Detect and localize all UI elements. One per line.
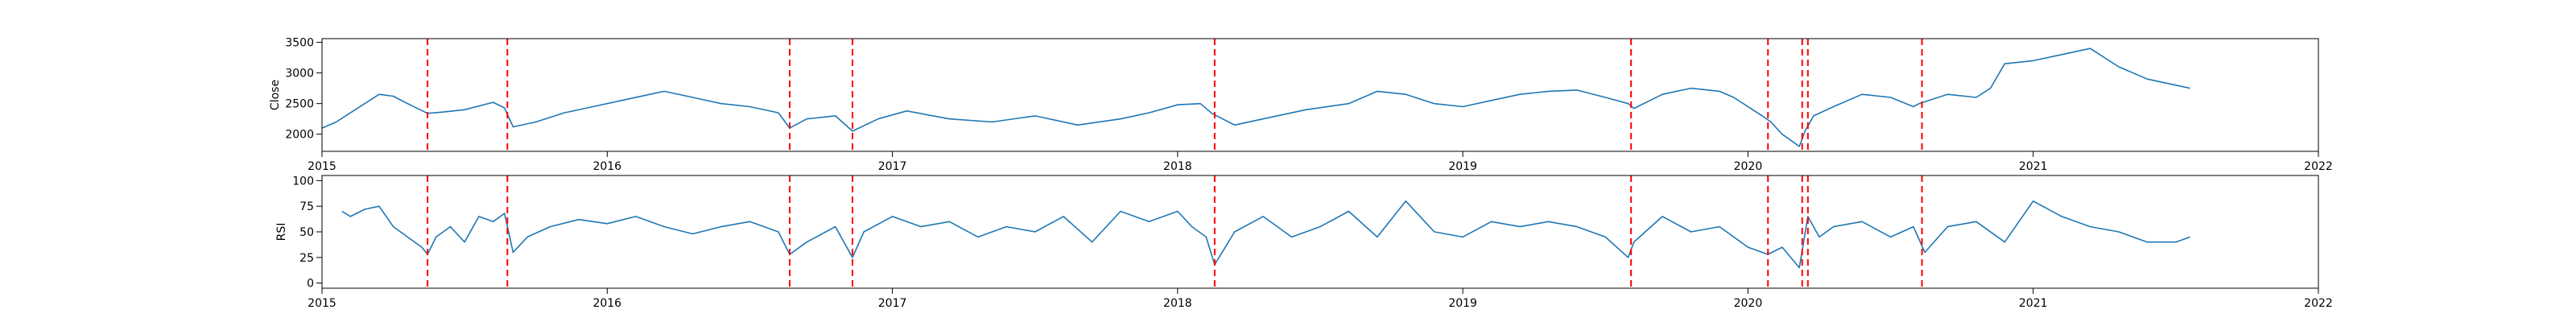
close-x-tick-label: 2015 bbox=[308, 160, 336, 173]
close-y-tick-label: 3500 bbox=[285, 37, 314, 50]
rsi-x-tick-label: 2017 bbox=[878, 297, 907, 310]
rsi-axes-frame bbox=[321, 175, 2319, 289]
close-series-line bbox=[321, 47, 2190, 147]
rsi-series bbox=[341, 200, 2190, 269]
close-x-tick-label: 2017 bbox=[878, 160, 907, 173]
close-ylabel: Close bbox=[269, 80, 282, 110]
rsi-x-tick-label: 2021 bbox=[2019, 297, 2048, 310]
close-x-tick-label: 2020 bbox=[1734, 160, 1763, 173]
close-event-markers bbox=[427, 39, 1923, 151]
rsi-x-tick-label: 2016 bbox=[592, 297, 621, 310]
close-y-ticks: 2000 2500 3000 3500 bbox=[285, 37, 322, 142]
rsi-y-ticks: 0 25 50 75 100 bbox=[292, 175, 322, 291]
close-x-tick-label: 2018 bbox=[1163, 160, 1192, 173]
rsi-ylabel: RSI bbox=[275, 223, 288, 242]
close-series bbox=[321, 47, 2190, 147]
rsi-y-tick-label: 50 bbox=[299, 226, 314, 239]
close-y-tick-label: 3000 bbox=[285, 68, 314, 80]
close-axes-frame bbox=[321, 38, 2319, 152]
rsi-x-tick-label: 2022 bbox=[2304, 297, 2333, 310]
rsi-y-tick-label: 100 bbox=[292, 175, 314, 188]
rsi-x-ticks: 2015 2016 2017 2018 2019 2020 2021 2022 bbox=[308, 288, 2333, 310]
close-x-tick-label: 2022 bbox=[2304, 160, 2333, 173]
rsi-x-tick-label: 2015 bbox=[308, 297, 336, 310]
close-x-tick-label: 2016 bbox=[592, 160, 621, 173]
close-x-ticks: 2015 2016 2017 2018 2019 2020 2021 2022 bbox=[308, 151, 2333, 173]
close-x-tick-label: 2021 bbox=[2019, 160, 2048, 173]
rsi-y-tick-label: 75 bbox=[299, 200, 314, 213]
rsi-y-tick-label: 0 bbox=[307, 278, 314, 291]
rsi-x-tick-label: 2019 bbox=[1448, 297, 1477, 310]
rsi-x-tick-label: 2020 bbox=[1734, 297, 1763, 310]
rsi-event-markers bbox=[427, 175, 1923, 288]
close-y-tick-label: 2500 bbox=[285, 98, 314, 111]
close-x-tick-label: 2019 bbox=[1448, 160, 1477, 173]
close-y-tick-label: 2000 bbox=[285, 129, 314, 142]
rsi-x-tick-label: 2018 bbox=[1163, 297, 1192, 310]
rsi-y-tick-label: 25 bbox=[299, 252, 314, 265]
rsi-series-line bbox=[341, 200, 2190, 269]
